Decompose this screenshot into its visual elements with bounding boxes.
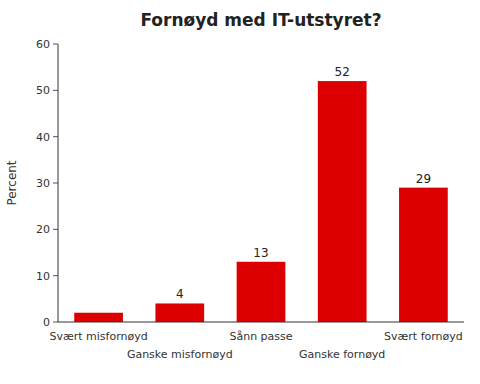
bar [237, 262, 286, 322]
y-tick [53, 44, 58, 45]
y-axis-label: Percent [5, 160, 19, 205]
data-label: 4 [176, 287, 184, 301]
y-tick-label: 50 [36, 84, 50, 97]
bar [155, 303, 204, 322]
y-tick-label: 10 [36, 270, 50, 283]
x-tick-label: Ganske fornøyd [299, 348, 385, 361]
bar [318, 81, 367, 322]
y-tick-label: 60 [36, 38, 50, 51]
y-tick [53, 90, 58, 91]
data-label: 29 [416, 172, 431, 186]
y-axis [58, 44, 59, 322]
x-tick-label: Svært misfornøyd [49, 330, 147, 343]
chart: Fornøyd med IT-utstyret? Percent 0 10 20 30 40… [0, 0, 480, 384]
x-axis [58, 322, 464, 323]
x-tick-label: Svært fornøyd [384, 330, 463, 343]
data-label: 52 [335, 65, 350, 79]
y-tick-label: 0 [43, 316, 50, 329]
chart-container: Fornøyd med IT-utstyret? Percent 0 10 20 30 40… [0, 0, 480, 384]
y-tick [53, 275, 58, 276]
y-tick [53, 322, 58, 323]
bar [74, 313, 123, 322]
y-tick-label: 30 [36, 177, 50, 190]
y-tick [53, 183, 58, 184]
y-tick [53, 136, 58, 137]
y-tick-label: 40 [36, 131, 50, 144]
bars [74, 81, 448, 322]
bar [399, 188, 448, 322]
x-tick-label: Ganske misfornøyd [127, 348, 233, 361]
x-tick-label: Sånn passe [229, 330, 292, 343]
y-tick-label: 20 [36, 223, 50, 236]
title: Fornøyd med IT-utstyret? [140, 10, 381, 30]
data-label: 13 [253, 246, 268, 260]
y-tick [53, 229, 58, 230]
